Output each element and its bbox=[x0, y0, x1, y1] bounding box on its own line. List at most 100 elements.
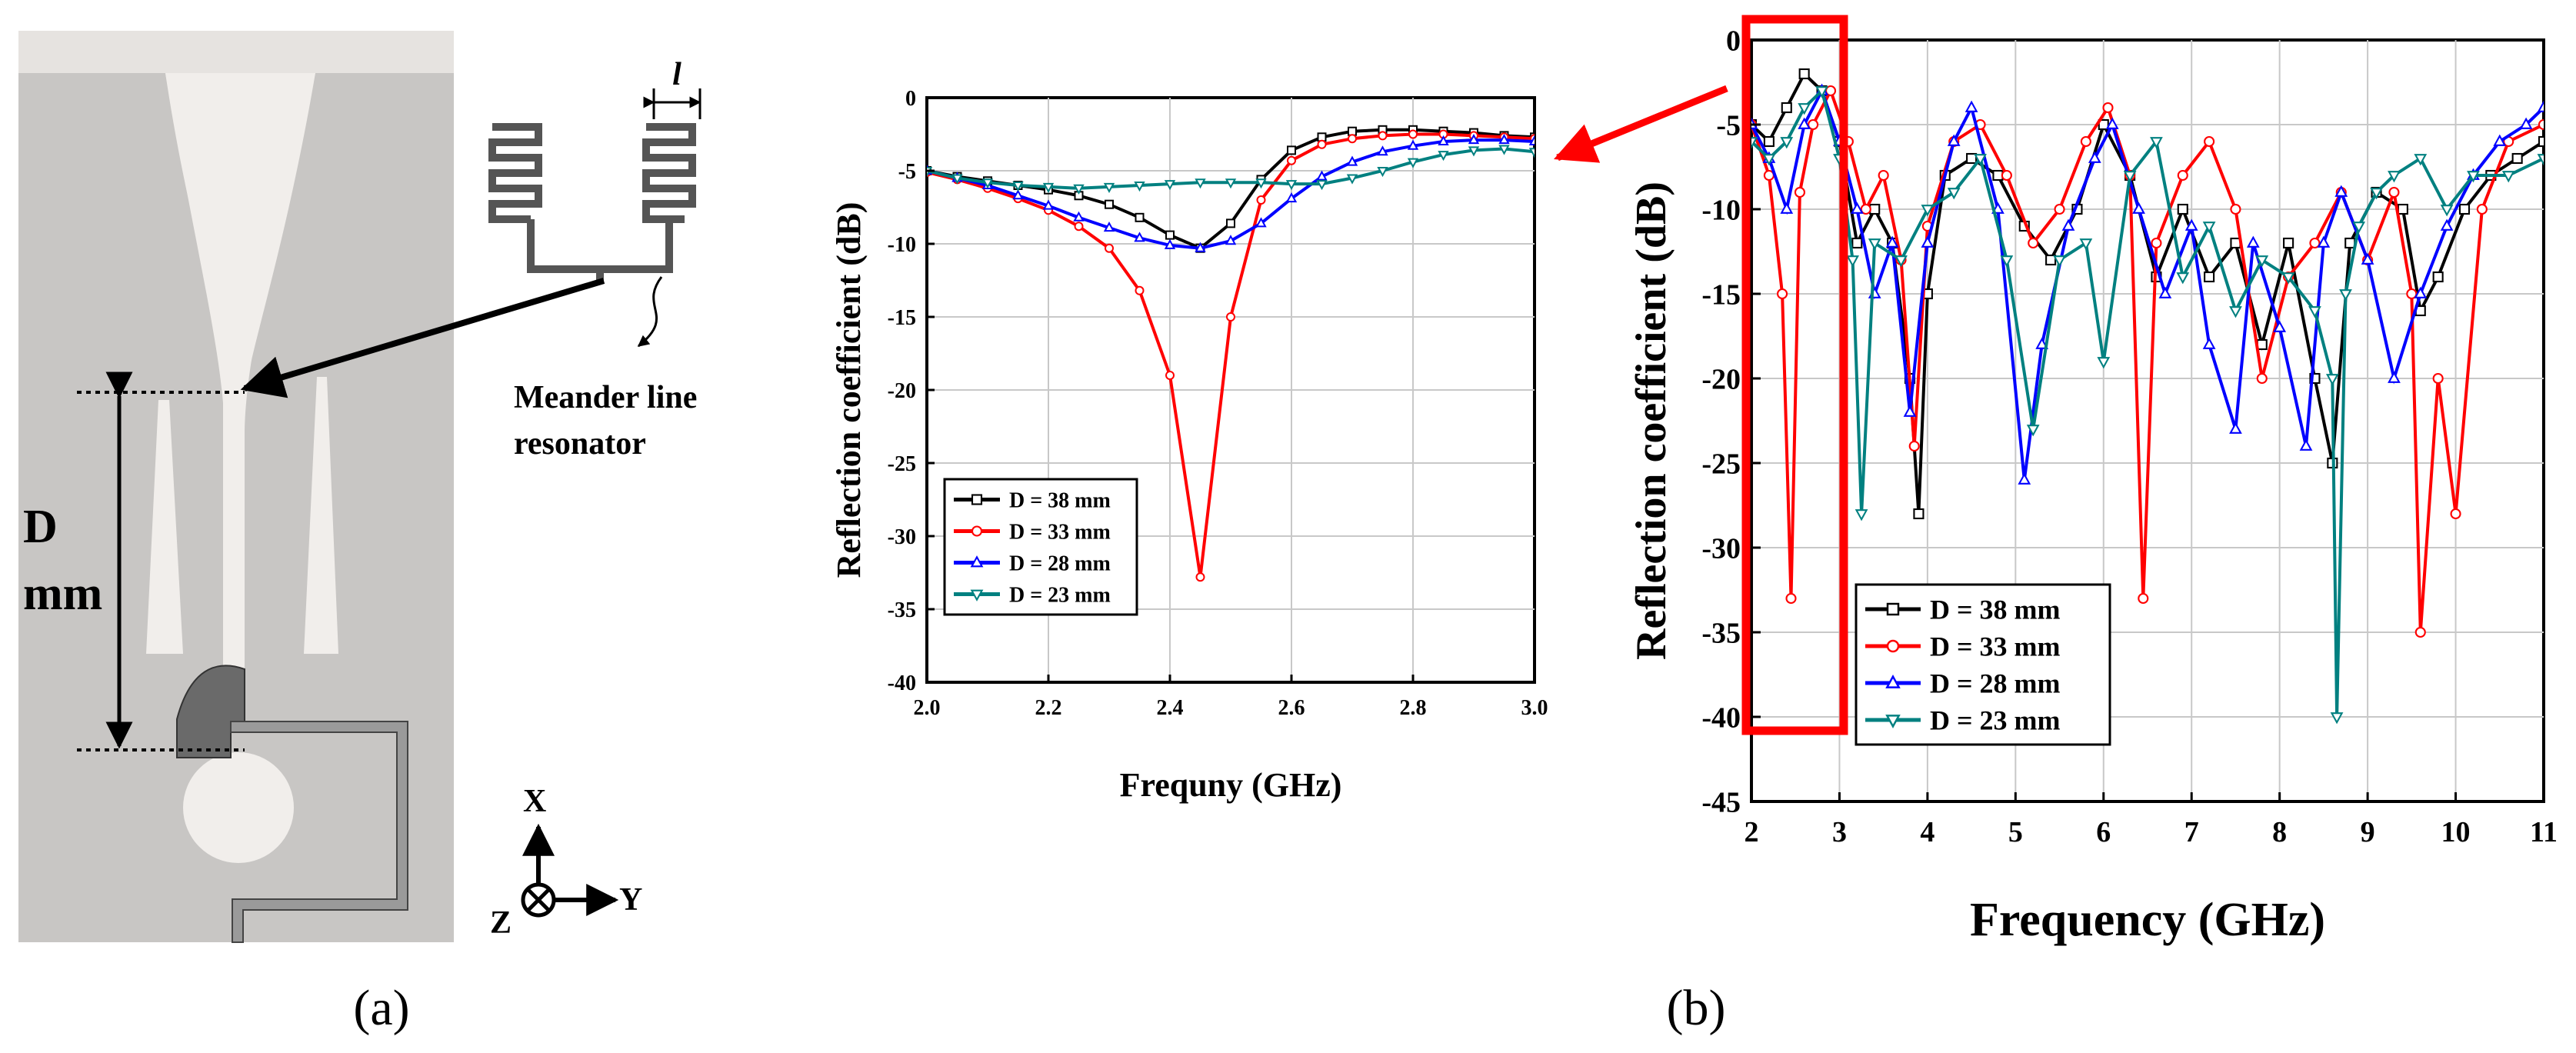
zoom-xtick-label: 2.0 bbox=[914, 696, 941, 720]
full-point-d28 bbox=[2299, 438, 2313, 451]
full-point-d38 bbox=[2098, 118, 2109, 131]
zoom-point-d23 bbox=[1346, 174, 1358, 185]
full-point-d33 bbox=[2256, 372, 2268, 385]
full-point-d33 bbox=[2538, 118, 2544, 131]
full-point-d33 bbox=[2102, 102, 2114, 114]
full-ytick-label: -25 bbox=[1701, 448, 1741, 480]
zoom-point-d33 bbox=[1074, 222, 1084, 232]
full-point-d23 bbox=[2501, 171, 2515, 183]
full-point-d23 bbox=[2467, 171, 2480, 183]
chart-full-ticks: 2 3 4 5 6 7 8 9 10 11 0 -5 -10 -15 -20 -25 -30 -35 -40 -45 bbox=[1701, 25, 2558, 848]
chart-full-series bbox=[1751, 68, 2544, 725]
full-point-d23 bbox=[2097, 357, 2111, 369]
zoom-point-d28 bbox=[1134, 232, 1145, 242]
full-point-d23 bbox=[1947, 188, 1961, 200]
full-legend-label: D = 28 mm bbox=[1930, 668, 2061, 699]
axis-z-cross bbox=[526, 888, 551, 912]
zoom-point-d23 bbox=[1103, 182, 1115, 193]
full-point-d33 bbox=[2138, 592, 2149, 605]
zoom-legend-marker bbox=[970, 555, 984, 568]
chart-zoom-legend: D = 38 mm D = 33 mm D = 28 mm D = 23 mm bbox=[943, 478, 1138, 616]
full-point-d28 bbox=[1850, 202, 1864, 214]
full-ytick-label: -15 bbox=[1701, 278, 1741, 311]
full-point-d23 bbox=[2414, 154, 2428, 166]
zoom-point-d33 bbox=[1348, 134, 1357, 144]
full-point-d28 bbox=[2361, 252, 2374, 265]
distance-label-d: D bbox=[23, 501, 58, 553]
full-point-d23 bbox=[2537, 154, 2544, 166]
full-point-d33 bbox=[2432, 372, 2444, 385]
full-point-d23 bbox=[1798, 103, 1811, 115]
zoom-xtick-label: 2.4 bbox=[1157, 696, 1184, 720]
full-point-d28 bbox=[2061, 218, 2075, 231]
full-point-d23 bbox=[1868, 238, 1881, 251]
full-ytick-label: -45 bbox=[1701, 786, 1741, 818]
zoom-point-d38 bbox=[1287, 145, 1296, 155]
full-point-d33 bbox=[2414, 626, 2426, 638]
full-point-d38 bbox=[1966, 152, 1978, 165]
coordinate-axes: X Y Z bbox=[490, 784, 642, 941]
full-ytick-label: -5 bbox=[1716, 109, 1741, 142]
full-point-d23 bbox=[1855, 509, 1868, 522]
meander-resonator bbox=[488, 123, 696, 281]
zoom-point-d33 bbox=[1317, 139, 1327, 149]
full-point-d38 bbox=[1798, 68, 1810, 80]
zoom-xtick-label: 2.8 bbox=[1400, 696, 1427, 720]
full-point-d23 bbox=[1762, 154, 1776, 166]
full-point-d33 bbox=[1794, 186, 1805, 198]
antenna-diagram: l Meander line resonator D mm X Y Z bbox=[18, 31, 701, 943]
zoom-point-d38 bbox=[1135, 212, 1145, 222]
highlight-box bbox=[1741, 15, 1848, 735]
zoom-ytick-label: -10 bbox=[888, 233, 916, 257]
full-point-d23 bbox=[1921, 205, 1934, 217]
full-point-d23 bbox=[2026, 425, 2040, 437]
full-series-group bbox=[1751, 68, 2544, 725]
full-point-d38 bbox=[2511, 152, 2523, 165]
full-xtick-label: 2 bbox=[1745, 816, 1759, 848]
full-point-d28 bbox=[1947, 134, 1961, 146]
caption-leader bbox=[637, 276, 663, 348]
full-point-d38 bbox=[2432, 271, 2444, 283]
zoom-legend-label: D = 28 mm bbox=[1009, 551, 1111, 575]
full-point-d33 bbox=[1825, 85, 1837, 97]
left-slot-arm bbox=[146, 400, 183, 654]
full-point-d23 bbox=[1815, 86, 1828, 98]
full-legend-marker bbox=[1886, 602, 1900, 616]
zoom-point-d23 bbox=[1528, 148, 1535, 158]
full-point-d38 bbox=[2177, 203, 2188, 215]
zoom-ytick-label: -20 bbox=[888, 379, 916, 403]
zoom-point-d28 bbox=[1498, 134, 1510, 145]
full-point-d33 bbox=[2177, 169, 2188, 182]
zoom-point-d28 bbox=[1407, 139, 1419, 150]
full-point-d23 bbox=[2281, 272, 2295, 285]
axis-z-label: Z bbox=[490, 905, 512, 941]
feed-line bbox=[230, 721, 408, 943]
full-legend-marker bbox=[1886, 639, 1900, 653]
full-ytick-label: -20 bbox=[1701, 363, 1741, 395]
zoom-ytick-label: -35 bbox=[888, 598, 916, 622]
full-point-d38 bbox=[2458, 203, 2471, 215]
zoom-point-d33 bbox=[1105, 243, 1114, 253]
chart-zoom-ylabel: Reflection coefficient (dB) bbox=[830, 202, 868, 578]
full-xtick-label: 7 bbox=[2184, 816, 2199, 848]
full-point-d23 bbox=[2202, 222, 2216, 234]
zoom-point-d23 bbox=[1042, 182, 1055, 193]
full-point-d28 bbox=[2519, 117, 2533, 129]
chart-full-legend: D = 38 mm D = 33 mm D = 28 mm D = 23 mm bbox=[1855, 583, 2111, 746]
zoom-point-d23 bbox=[1377, 167, 1388, 178]
full-point-d23 bbox=[2308, 306, 2321, 318]
resonator-caption-line2: resonator bbox=[514, 426, 646, 462]
full-point-d28 bbox=[1780, 202, 1794, 214]
zoom-point-d28 bbox=[1528, 135, 1535, 145]
full-point-d38 bbox=[2045, 254, 2057, 266]
full-point-d38 bbox=[1851, 237, 1863, 249]
zoom-ytick-label: -30 bbox=[888, 525, 916, 549]
full-point-d33 bbox=[1777, 288, 1788, 300]
full-point-d38 bbox=[1763, 135, 1775, 148]
zoom-point-d28 bbox=[1012, 189, 1024, 200]
full-ytick-label: -10 bbox=[1701, 194, 1741, 226]
zoom-legend-label: D = 38 mm bbox=[1009, 488, 1111, 512]
full-point-d28 bbox=[2105, 117, 2119, 129]
zoom-point-d28 bbox=[1438, 135, 1449, 145]
